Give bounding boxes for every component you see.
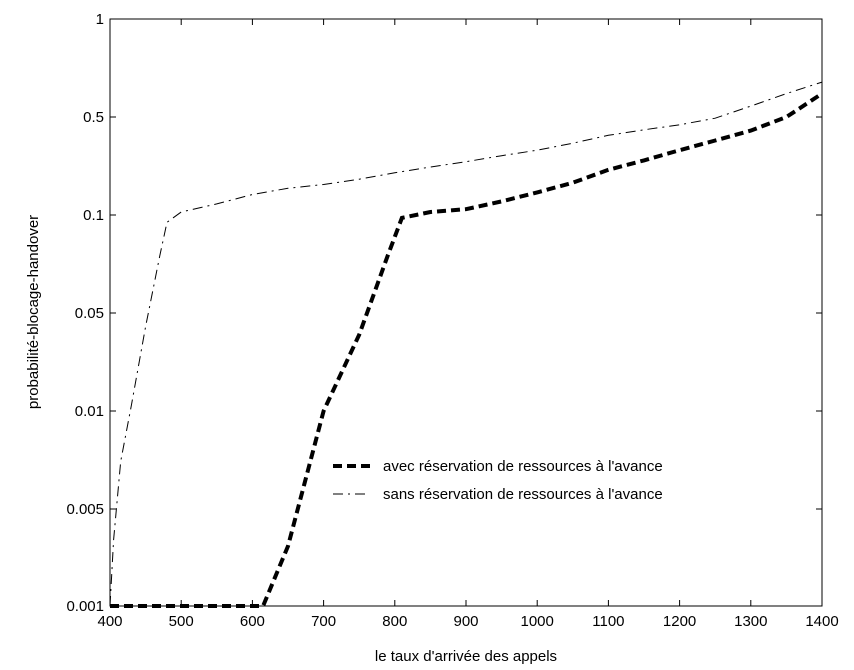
x-tick-label: 900 — [453, 613, 478, 630]
y-tick-label: 0.001 — [66, 598, 104, 615]
y-tick-label: 0.005 — [66, 501, 104, 518]
series-line-sans — [109, 81, 823, 607]
plot-area — [109, 18, 823, 607]
x-tick-label: 1300 — [734, 613, 767, 630]
legend-label-sans: sans réservation de ressources à l'avanc… — [383, 486, 663, 503]
x-tick-label: 500 — [169, 613, 194, 630]
x-tick-label: 700 — [311, 613, 336, 630]
x-axis-label: le taux d'arrivée des appels — [375, 648, 557, 665]
y-tick-label: 0.01 — [75, 403, 104, 420]
y-tick-label: 1 — [96, 11, 104, 28]
y-tick-label: 0.1 — [83, 207, 104, 224]
series-lines — [109, 81, 824, 608]
y-tick-label: 0.05 — [75, 305, 104, 322]
y-tick-label: 0.5 — [83, 109, 104, 126]
x-tick-label: 800 — [382, 613, 407, 630]
x-axis-ticks: 400 500 600 700 800 900 1000 1100 1200 1300 1400 — [97, 19, 839, 630]
y-axis-label: probabilité-blocage-handover — [25, 215, 42, 409]
x-tick-label: 600 — [240, 613, 265, 630]
x-tick-label: 1400 — [805, 613, 838, 630]
x-tick-label: 400 — [97, 613, 122, 630]
x-tick-label: 1000 — [521, 613, 554, 630]
x-tick-label: 1100 — [592, 613, 624, 630]
legend-label-avec: avec réservation de ressources à l'avanc… — [383, 458, 663, 475]
series-line-avec — [110, 91, 824, 608]
legend: avec réservation de ressources à l'avanc… — [333, 458, 663, 503]
x-tick-label: 1200 — [663, 613, 696, 630]
y-axis-ticks: 1 0.5 0.1 0.05 0.01 0.005 0.001 — [66, 11, 822, 615]
